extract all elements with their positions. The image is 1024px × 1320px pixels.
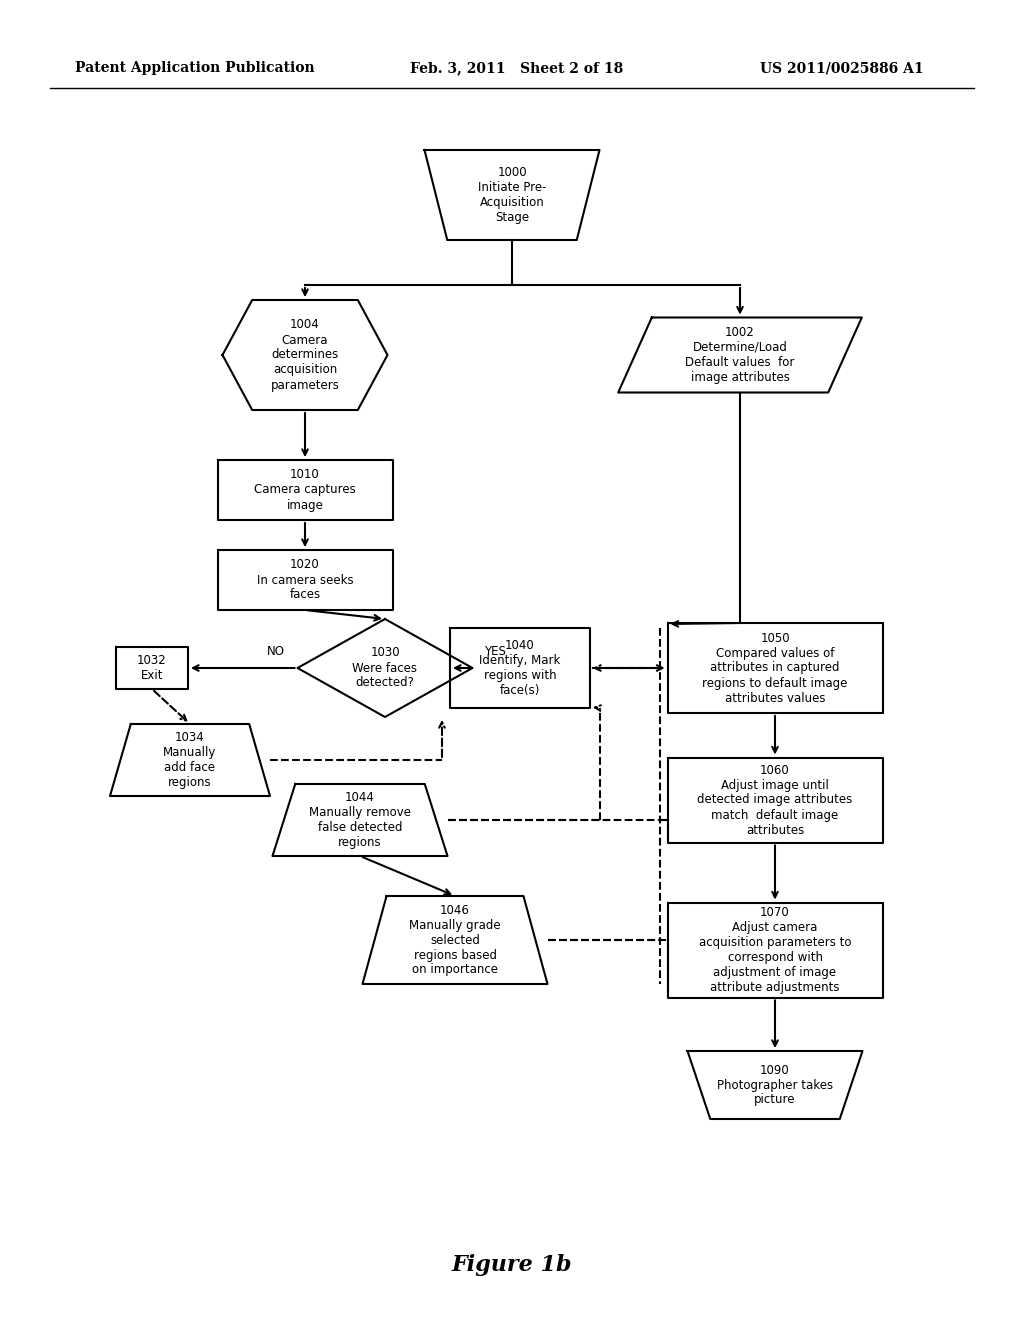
Text: 1090
Photographer takes
picture: 1090 Photographer takes picture xyxy=(717,1064,834,1106)
Text: 1032
Exit: 1032 Exit xyxy=(137,653,167,682)
Text: Feb. 3, 2011   Sheet 2 of 18: Feb. 3, 2011 Sheet 2 of 18 xyxy=(410,61,624,75)
Polygon shape xyxy=(450,628,590,708)
Text: 1000
Initiate Pre-
Acquisition
Stage: 1000 Initiate Pre- Acquisition Stage xyxy=(478,166,546,224)
Text: 1044
Manually remove
false detected
regions: 1044 Manually remove false detected regi… xyxy=(309,791,411,849)
Polygon shape xyxy=(425,150,599,240)
Text: 1004
Camera
determines
acquisition
parameters: 1004 Camera determines acquisition param… xyxy=(270,318,339,392)
Text: 1060
Adjust image until
detected image attributes
match  default image
attribute: 1060 Adjust image until detected image a… xyxy=(697,763,853,837)
Text: 1010
Camera captures
image: 1010 Camera captures image xyxy=(254,469,356,511)
Text: YES: YES xyxy=(484,645,507,657)
Text: 1050
Compared values of
attributes in captured
regions to default image
attribut: 1050 Compared values of attributes in ca… xyxy=(702,631,848,705)
Text: Figure 1b: Figure 1b xyxy=(452,1254,572,1276)
Polygon shape xyxy=(668,758,883,842)
Polygon shape xyxy=(668,903,883,998)
Text: 1046
Manually grade
selected
regions based
on importance: 1046 Manually grade selected regions bas… xyxy=(410,903,501,977)
Polygon shape xyxy=(687,1051,862,1119)
Text: 1040
Identify, Mark
regions with
face(s): 1040 Identify, Mark regions with face(s) xyxy=(479,639,561,697)
Polygon shape xyxy=(362,896,548,983)
Text: NO: NO xyxy=(266,645,285,657)
Polygon shape xyxy=(116,647,188,689)
Text: 1030
Were faces
detected?: 1030 Were faces detected? xyxy=(352,647,418,689)
Polygon shape xyxy=(110,723,270,796)
Text: 1020
In camera seeks
faces: 1020 In camera seeks faces xyxy=(257,558,353,602)
Text: Patent Application Publication: Patent Application Publication xyxy=(75,61,314,75)
Text: US 2011/0025886 A1: US 2011/0025886 A1 xyxy=(760,61,924,75)
Polygon shape xyxy=(298,619,472,717)
Polygon shape xyxy=(272,784,447,855)
Polygon shape xyxy=(668,623,883,713)
Text: 1002
Determine/Load
Default values  for
image attributes: 1002 Determine/Load Default values for i… xyxy=(685,326,795,384)
Polygon shape xyxy=(222,300,387,411)
Polygon shape xyxy=(217,459,392,520)
Polygon shape xyxy=(217,550,392,610)
Polygon shape xyxy=(618,318,862,392)
Text: 1070
Adjust camera
acquisition parameters to
correspond with
adjustment of image: 1070 Adjust camera acquisition parameter… xyxy=(698,906,851,994)
Text: 1034
Manually
add face
regions: 1034 Manually add face regions xyxy=(163,731,217,789)
